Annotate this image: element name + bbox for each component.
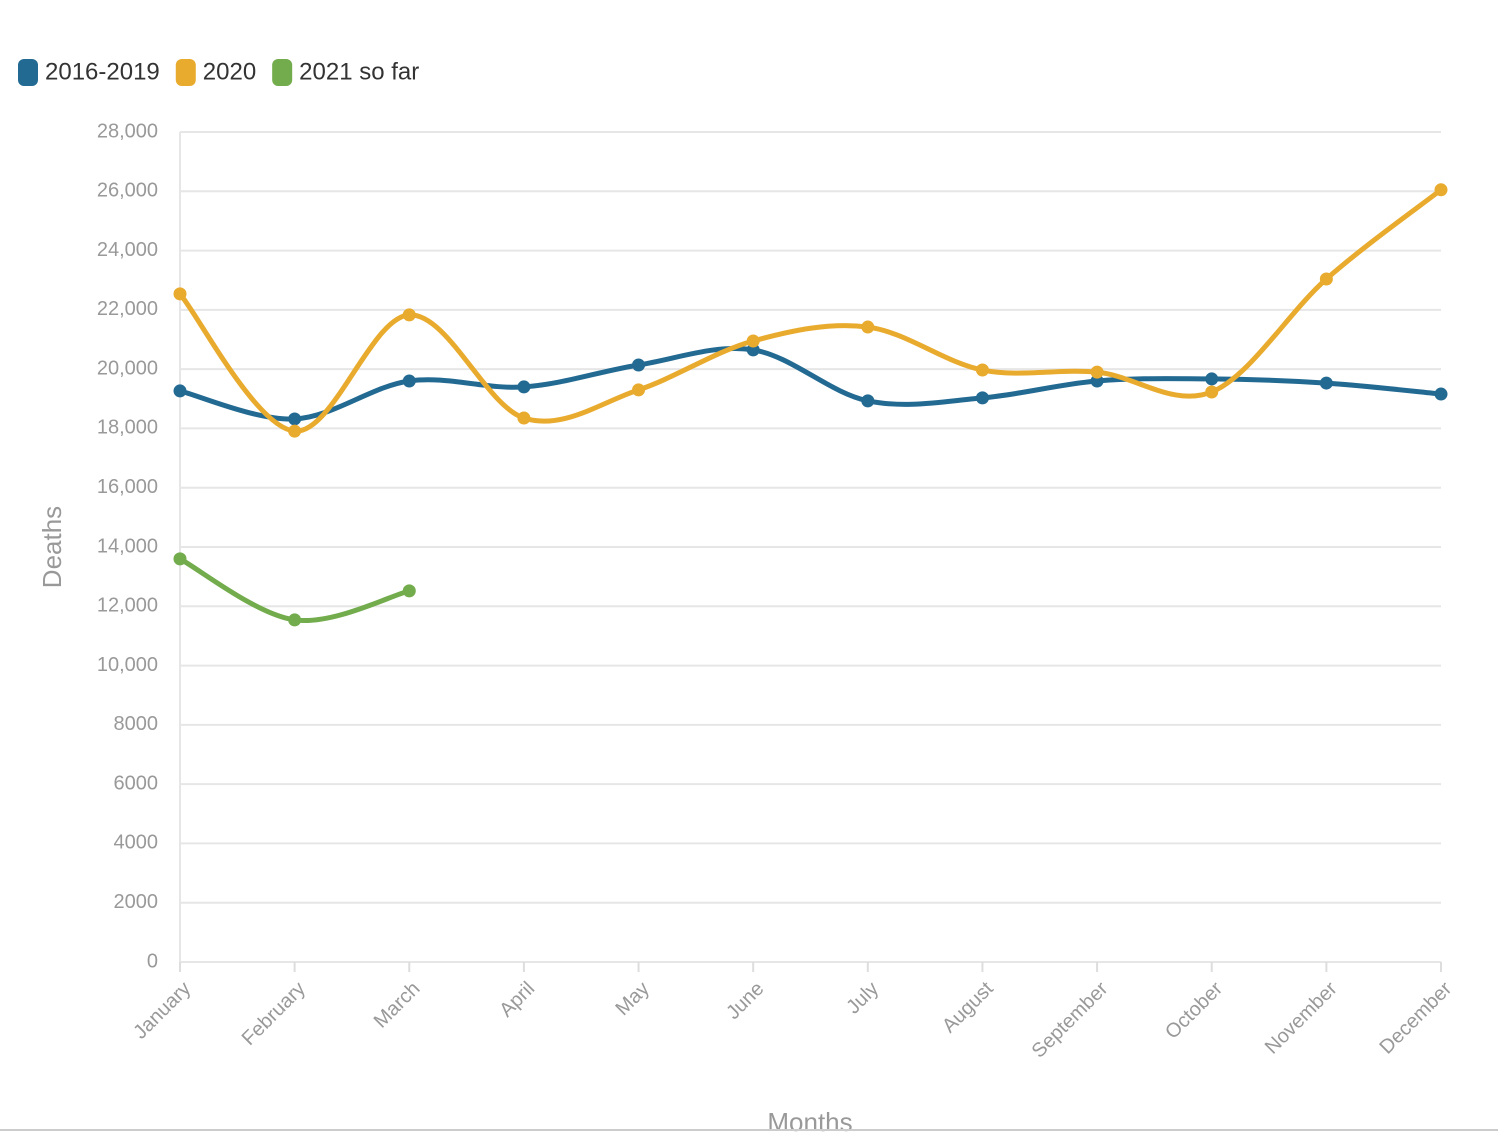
y-tick-label: 14,000 <box>97 535 158 557</box>
y-tick-label: 26,000 <box>97 180 158 202</box>
series-line <box>178 556 410 624</box>
y-tick-label: 18,000 <box>97 417 158 439</box>
data-point <box>746 334 760 348</box>
data-point <box>1434 183 1448 197</box>
y-tick-label: 8000 <box>114 713 159 735</box>
legend-label: 2020 <box>203 58 256 85</box>
x-axis-title: Months <box>767 1107 852 1132</box>
x-tick-label: July <box>842 978 883 1019</box>
x-tick-label: June <box>722 978 768 1024</box>
x-tick-label: January <box>129 978 195 1044</box>
data-point <box>288 412 302 426</box>
data-point <box>517 411 531 425</box>
y-tick-label: 6000 <box>114 772 159 794</box>
series-line <box>179 346 1442 422</box>
legend-swatch <box>272 59 293 86</box>
series-line <box>178 187 1443 434</box>
x-tick-label: May <box>612 978 654 1020</box>
data-point <box>1319 376 1333 390</box>
y-tick-label: 10,000 <box>97 654 158 676</box>
legend-item: 2016-2019 <box>18 58 160 86</box>
legend-item: 2021 so far <box>272 58 419 86</box>
data-point <box>1434 387 1448 401</box>
data-point <box>402 584 416 598</box>
x-tick-label: March <box>370 978 425 1033</box>
data-point <box>173 552 187 566</box>
data-point <box>632 358 646 372</box>
data-point <box>1205 385 1219 399</box>
data-point <box>746 343 760 357</box>
y-tick-label: 2000 <box>114 891 159 913</box>
data-point <box>975 391 989 405</box>
data-point <box>173 384 187 398</box>
legend-swatch <box>18 59 38 86</box>
data-point <box>402 308 416 322</box>
x-tick-label: February <box>238 978 310 1050</box>
y-tick-label: 4000 <box>114 832 159 854</box>
data-point <box>402 374 416 388</box>
data-point <box>861 320 875 334</box>
y-tick-label: 24,000 <box>97 239 158 261</box>
data-point <box>1205 372 1219 386</box>
y-axis-title: Deaths <box>37 506 67 588</box>
legend-label: 2021 so far <box>299 58 419 85</box>
legend-label: 2016-2019 <box>45 58 160 85</box>
y-tick-label: 20,000 <box>97 357 158 379</box>
data-point <box>975 363 989 377</box>
data-point <box>173 287 187 301</box>
data-point <box>632 383 646 397</box>
x-tick-label: November <box>1261 977 1342 1058</box>
x-tick-label: October <box>1161 977 1227 1043</box>
data-point <box>288 424 302 438</box>
x-tick-label: April <box>495 978 539 1022</box>
y-tick-label: 16,000 <box>97 476 158 498</box>
x-tick-label: August <box>938 977 998 1037</box>
data-point <box>1090 365 1104 379</box>
y-tick-label: 22,000 <box>97 298 158 320</box>
y-tick-label: 12,000 <box>97 595 158 617</box>
x-tick-label: September <box>1028 977 1113 1062</box>
legend-swatch <box>175 59 196 86</box>
data-point <box>861 394 875 408</box>
data-point <box>1319 272 1333 286</box>
data-point <box>288 613 302 627</box>
legend-item: 2020 <box>175 58 256 86</box>
x-tick-label: December <box>1375 977 1456 1058</box>
y-tick-label: 0 <box>147 950 158 972</box>
data-point <box>517 380 531 394</box>
data-point <box>1090 374 1104 388</box>
y-tick-label: 28,000 <box>97 120 158 142</box>
